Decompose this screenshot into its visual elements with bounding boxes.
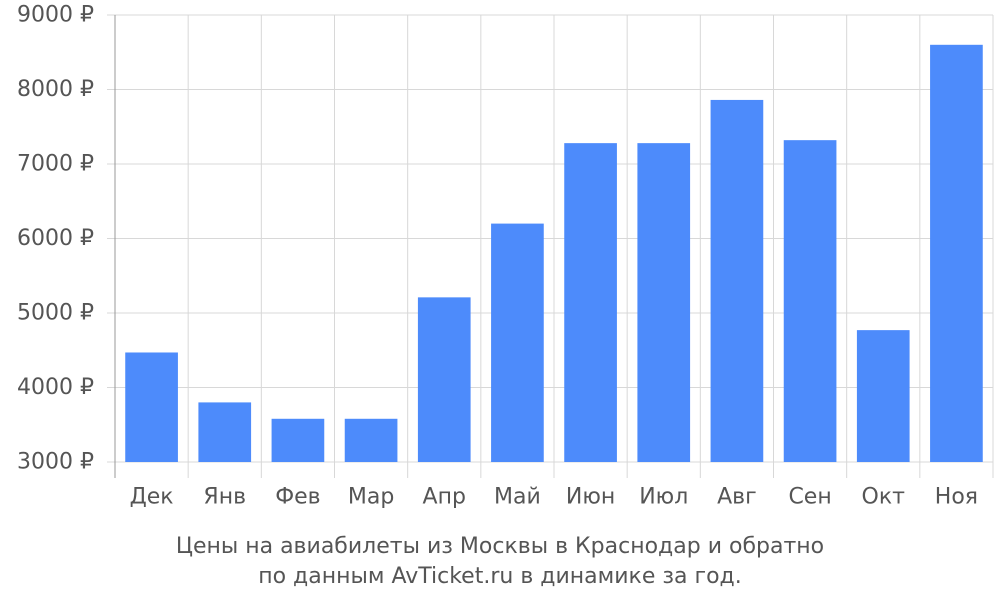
bar-7 [564, 143, 617, 462]
bar-9 [710, 99, 764, 463]
y-tick-label: 8000 ₽ [17, 77, 94, 102]
x-tick-label: Авг [717, 485, 757, 510]
chart-caption-line-1: Цены на авиабилеты из Москвы в Краснодар… [175, 534, 825, 559]
chart-caption-line-2: по данным AvTicket.ru в динамике за год. [258, 564, 742, 589]
grid [114, 14, 994, 463]
x-tick-label: Окт [862, 485, 906, 510]
x-tick-label: Июн [566, 485, 615, 510]
bar-10 [783, 140, 837, 462]
axes [107, 14, 994, 478]
bar-4 [344, 418, 398, 462]
x-tick-label: Сен [788, 485, 831, 510]
x-tick-label: Май [494, 485, 541, 510]
bar-3 [271, 418, 325, 462]
y-tick-label: 6000 ₽ [17, 226, 94, 251]
tick-labels: 3000 ₽ 4000 ₽ 5000 ₽ 6000 ₽ 7000 ₽ 8000 ₽ 9000… [17, 3, 978, 510]
bar-8 [637, 143, 691, 462]
x-tick-label: Апр [423, 485, 466, 510]
y-tick-label: 9000 ₽ [17, 3, 94, 28]
y-tick-label: 3000 ₽ [17, 450, 94, 475]
bar-6 [491, 223, 544, 462]
x-tick-label: Мар [348, 485, 394, 510]
y-tick-label: 5000 ₽ [17, 301, 94, 326]
bar-1 [125, 352, 178, 462]
bar-5 [417, 297, 471, 462]
bar-11 [856, 330, 910, 462]
y-tick-label: 7000 ₽ [17, 152, 94, 177]
x-tick-label: Фев [275, 485, 320, 510]
x-tick-label: Дек [130, 485, 174, 510]
x-tick-label: Ноя [935, 485, 978, 510]
x-tick-label: Июл [639, 485, 688, 510]
x-tick-label: Янв [203, 485, 246, 510]
bar-2 [198, 402, 252, 462]
y-tick-label: 4000 ₽ [17, 375, 94, 400]
bar-12 [930, 44, 983, 463]
bars [125, 44, 983, 463]
